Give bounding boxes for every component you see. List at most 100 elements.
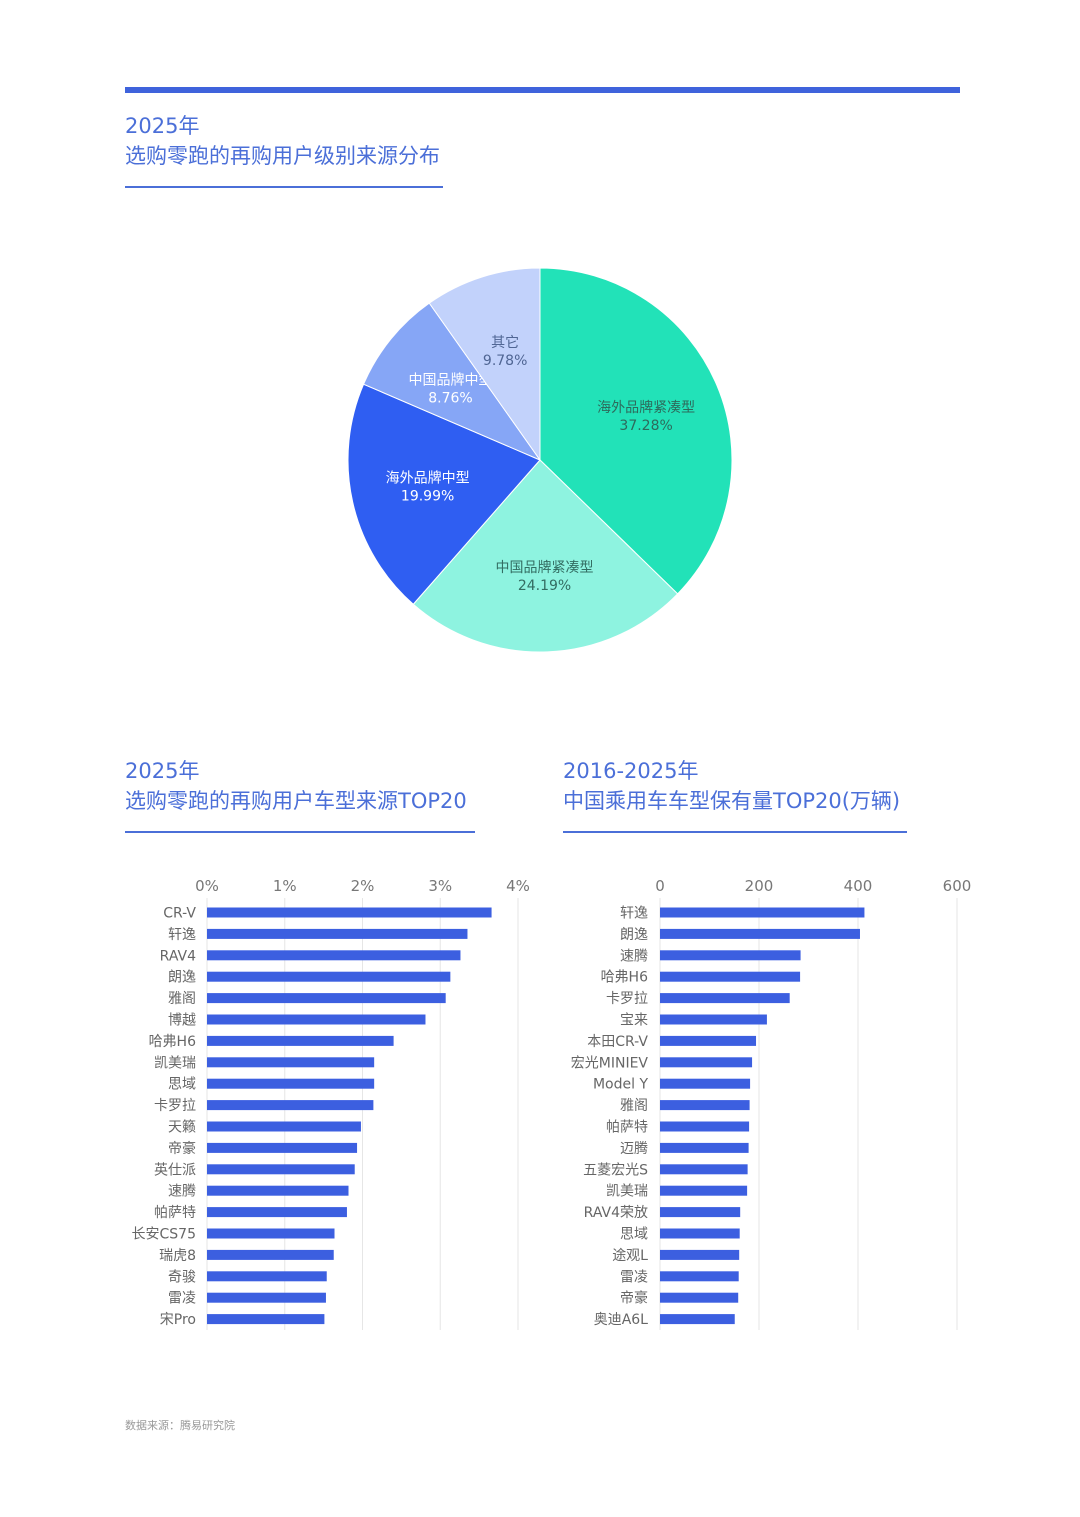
bar-8: [207, 1078, 375, 1089]
bar-11: [660, 1142, 749, 1153]
bar-15: [660, 1228, 740, 1239]
x-tick-label-0: 0: [655, 877, 665, 895]
category-label-0: 轩逸: [620, 906, 648, 922]
bar-6: [207, 1035, 394, 1046]
right-chart-heading: 中国乘用车车型保有量TOP20(万辆): [563, 789, 901, 813]
bar-5: [660, 1014, 767, 1025]
category-label-19: 奥迪A6L: [594, 1311, 648, 1328]
bar-7: [660, 1057, 753, 1068]
left-chart-heading: 选购零跑的再购用户车型来源TOP20: [125, 789, 467, 813]
right-chart-year: 2016-2025年: [563, 759, 699, 783]
category-label-3: 哈弗H6: [601, 970, 649, 986]
category-label-9: 雅阁: [620, 1098, 648, 1114]
category-label-6: 本田CR-V: [587, 1034, 648, 1050]
pie-chart-year: 2025年: [125, 114, 200, 138]
category-label-2: RAV4: [160, 948, 196, 964]
category-label-18: 帝豪: [620, 1291, 648, 1307]
bar-13: [207, 1185, 349, 1196]
x-tick-label-2: 400: [844, 877, 873, 895]
category-label-14: 帕萨特: [154, 1205, 196, 1221]
category-label-12: 五菱宏光S: [583, 1162, 648, 1178]
pie-slice-0: [539, 267, 733, 595]
category-label-8: Model Y: [593, 1077, 648, 1093]
category-label-6: 哈弗H6: [149, 1034, 197, 1050]
bar-6: [660, 1035, 757, 1046]
bar-19: [660, 1314, 735, 1325]
category-label-14: RAV4荣放: [584, 1205, 648, 1221]
category-label-5: 宝来: [620, 1013, 648, 1029]
bar-1: [207, 928, 468, 939]
category-label-15: 思域: [620, 1227, 648, 1243]
x-tick-label-2: 2%: [351, 877, 375, 895]
bar-13: [660, 1185, 748, 1196]
category-label-4: 雅阁: [168, 991, 196, 1007]
category-label-9: 卡罗拉: [154, 1098, 196, 1114]
bar-4: [207, 993, 446, 1004]
x-tick-label-0: 0%: [195, 877, 219, 895]
bar-14: [207, 1207, 347, 1218]
bar-16: [660, 1249, 740, 1260]
pie-slice-label-3: 中国品牌中型: [409, 371, 493, 388]
bar-3: [660, 971, 801, 982]
category-label-13: 凯美瑞: [606, 1184, 648, 1200]
bar-12: [660, 1164, 748, 1175]
bar-9: [660, 1100, 750, 1111]
pie-slice-3: [362, 302, 542, 462]
left-bar-chart-title: 2025年 选购零跑的再购用户车型来源TOP20: [125, 756, 467, 816]
bar-8: [660, 1078, 751, 1089]
bar-2: [660, 950, 801, 961]
x-tick-label-3: 600: [943, 877, 972, 895]
category-label-2: 速腾: [620, 947, 648, 964]
category-label-15: 长安CS75: [132, 1227, 196, 1243]
x-tick-label-3: 3%: [428, 877, 452, 895]
pie-chart-title: 2025年 选购零跑的再购用户级别来源分布: [125, 111, 440, 171]
pie-slice-label-0: 海外品牌紧凑型: [597, 399, 695, 416]
category-label-7: 凯美瑞: [154, 1055, 196, 1071]
right-bar-chart-title: 2016-2025年 中国乘用车车型保有量TOP20(万辆): [563, 756, 900, 816]
pie-slice-value-2: 19.99%: [401, 488, 454, 504]
category-label-12: 英仕派: [154, 1161, 196, 1178]
bar-18: [660, 1292, 739, 1303]
category-label-3: 朗逸: [168, 970, 196, 986]
bar-14: [660, 1207, 741, 1218]
bar-10: [207, 1121, 361, 1132]
category-label-10: 帕萨特: [606, 1120, 648, 1136]
bar-7: [207, 1057, 375, 1068]
pie-slice-1: [412, 459, 679, 653]
category-label-13: 速腾: [168, 1183, 196, 1200]
category-label-1: 轩逸: [168, 927, 196, 943]
category-label-11: 迈腾: [620, 1140, 648, 1157]
category-label-0: CR-V: [163, 906, 196, 922]
bar-17: [207, 1271, 327, 1282]
pie-slice-value-1: 24.19%: [518, 578, 571, 594]
bar-15: [207, 1228, 335, 1239]
category-label-17: 雷凌: [620, 1269, 648, 1285]
bar-2: [207, 950, 461, 961]
x-tick-label-1: 1%: [273, 877, 297, 895]
x-tick-label-4: 4%: [506, 877, 530, 895]
x-tick-label-1: 200: [745, 877, 774, 895]
pie-slice-value-4: 9.78%: [483, 353, 527, 369]
right-title-underline: [563, 831, 907, 833]
left-title-underline: [125, 831, 475, 833]
bar-17: [660, 1271, 739, 1282]
category-label-11: 帝豪: [168, 1141, 196, 1157]
bar-3: [207, 971, 451, 982]
bar-0: [207, 907, 492, 918]
bar-0: [660, 907, 865, 918]
data-source-note: 数据来源：腾易研究院: [125, 1419, 235, 1432]
pie-slice-label-4: 其它: [491, 334, 519, 351]
pie-slice-4: [428, 267, 541, 462]
bar-11: [207, 1142, 358, 1153]
bar-18: [207, 1292, 326, 1303]
top-accent-bar: [125, 87, 960, 93]
bar-10: [660, 1121, 750, 1132]
category-label-10: 天籁: [168, 1120, 196, 1136]
category-label-8: 思域: [168, 1077, 196, 1093]
pie-chart-heading: 选购零跑的再购用户级别来源分布: [125, 144, 440, 168]
left-chart-year: 2025年: [125, 759, 200, 783]
category-label-7: 宏光MINIEV: [571, 1055, 649, 1071]
